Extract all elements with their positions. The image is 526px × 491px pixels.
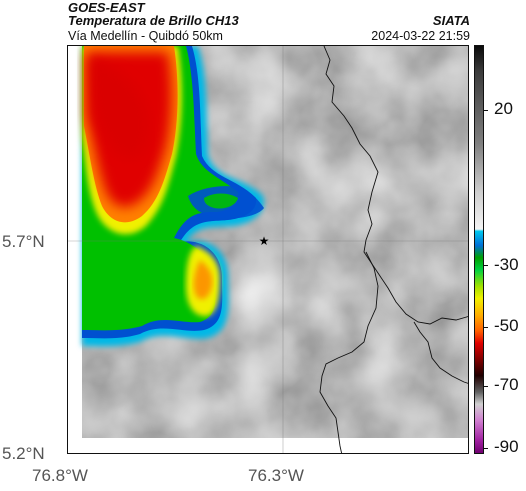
colorbar-label-20: 20 — [494, 99, 513, 118]
map-panel[interactable]: ★ — [67, 45, 469, 454]
lat-label-5.7: 5.7°N — [2, 232, 45, 251]
colorbar-label-minus-30: -30 — [494, 255, 519, 274]
datetime-label: 2024-03-22 21:59 — [371, 29, 470, 43]
product-title: Temperatura de Brillo CH13 — [68, 13, 239, 28]
lon-label-76.3: 76.3°W — [248, 466, 304, 485]
colorbar-tick-minus-30 — [484, 265, 488, 266]
colorbar-label-minus-70: -70 — [494, 375, 519, 394]
department-border-north — [323, 46, 468, 325]
convective-cloud — [82, 46, 264, 347]
colorbar-tick-minus-70 — [484, 386, 488, 387]
star-icon[interactable]: ★ — [259, 234, 270, 248]
temperature-colorbar — [474, 45, 484, 454]
lon-label-76.8: 76.8°W — [32, 466, 88, 485]
department-border-south — [319, 251, 379, 453]
colorbar-label-minus-90: -90 — [494, 437, 519, 456]
no-data-edge-bottom — [68, 438, 468, 453]
lat-label-5.2: 5.2°N — [2, 444, 45, 463]
colorbar-tick-minus-90 — [484, 448, 488, 449]
title-block: GOES-EAST Temperatura de Brillo CH13 SIA… — [68, 0, 472, 44]
colorbar-tick-minus-50 — [484, 327, 488, 328]
satellite-source: GOES-EAST — [68, 0, 145, 15]
organization-label: SIATA — [432, 13, 470, 28]
no-data-edge-left — [68, 46, 82, 453]
colorbar-label-minus-50: -50 — [494, 316, 519, 335]
route-label: Vía Medellín - Quibdó 50km — [68, 29, 223, 43]
map-canvas: ★ — [68, 46, 469, 454]
no-data-edge — [468, 46, 469, 454]
colorbar-tick-20 — [484, 110, 488, 111]
department-border-east — [413, 321, 468, 384]
